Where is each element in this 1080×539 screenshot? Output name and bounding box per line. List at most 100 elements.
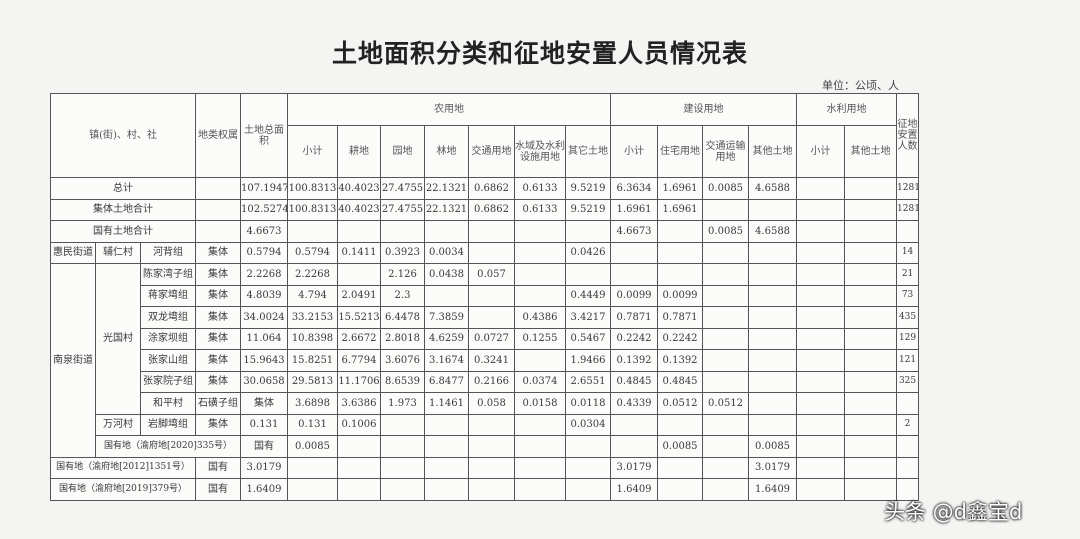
row-label: 国有地（渝府地[2019]379号） <box>50 478 196 501</box>
value-cell <box>796 349 846 372</box>
value-cell <box>468 478 515 501</box>
table-row: 国有土地合计 4.6673 4.6673 0.0085 4.6588 <box>50 220 920 243</box>
value-cell: 3.6076 <box>380 349 425 372</box>
value-cell: 0.0099 <box>657 284 704 307</box>
value-cell: 0.6862 <box>468 177 515 200</box>
value-cell: 0.6133 <box>514 177 566 200</box>
value-cell <box>796 263 846 286</box>
value-cell <box>610 435 659 458</box>
value-cell <box>796 435 846 458</box>
value-cell <box>702 241 750 264</box>
ownership-cell: 集体 <box>195 284 241 307</box>
value-cell <box>337 478 381 501</box>
value-cell: 2.8018 <box>380 327 425 350</box>
table-row: 涂家坝组 集体 11.064 10.8398 2.6672 2.8018 4.6259 0.0… <box>51 327 920 350</box>
table-row: 南泉街道 光国村 陈家湾子组 集体 2.2268 2.2268 2.126 0.0438 0.0… <box>50 263 920 458</box>
village-cell: 光国村 <box>95 263 141 415</box>
table-row: 国有地（渝府地[2019]379号） 国有 1.6409 1.6409 1.6409 <box>50 478 920 501</box>
value-cell: 0.7871 <box>657 306 704 329</box>
value-cell: 6.8477 <box>424 370 469 393</box>
row-label: 国有土地合计 <box>50 220 196 243</box>
value-cell <box>844 306 898 329</box>
value-cell <box>796 327 846 350</box>
value-cell: 9.5219 <box>564 198 612 221</box>
value-cell: 11.064 <box>240 327 288 350</box>
value-cell: 2.2268 <box>240 263 288 286</box>
value-cell: 33.2153 <box>287 306 338 329</box>
value-cell <box>844 177 898 200</box>
value-cell: 0.5467 <box>564 327 612 350</box>
value-cell: 0.0099 <box>610 284 659 307</box>
value-cell: 121 <box>896 349 920 372</box>
value-cell: 107.1947 <box>240 177 288 200</box>
value-cell: 100.8313 <box>287 177 338 200</box>
subheader-agri-0: 小计 <box>287 125 338 178</box>
subheader-cons-1: 住宅用地 <box>657 125 704 178</box>
row-label: 总计 <box>50 177 196 200</box>
value-cell <box>796 306 846 329</box>
value-cell: 6.4478 <box>380 306 425 329</box>
value-cell: 0.4449 <box>564 284 612 307</box>
value-cell: 1.6409 <box>748 478 798 501</box>
subheader-agri-5: 水域及水利设施用地 <box>514 125 566 178</box>
ownership-cell: 集体 <box>195 327 241 350</box>
value-cell: 0.1392 <box>610 349 659 372</box>
value-cell <box>564 220 612 243</box>
value-cell: 2.3 <box>380 284 425 307</box>
value-cell: 73 <box>896 284 920 307</box>
group-cell: 双龙塆组 <box>140 306 196 329</box>
value-cell: 0.2166 <box>468 370 515 393</box>
subheader-agri-4: 交通用地 <box>468 125 515 178</box>
value-cell: 0.2242 <box>657 327 704 350</box>
ownership-cell: 集体 <box>195 241 241 264</box>
value-cell: 4.8039 <box>240 284 288 307</box>
village-cell: 万河村 <box>95 413 141 436</box>
value-cell: 1.9466 <box>564 349 612 372</box>
value-cell: 1.6409 <box>240 478 288 501</box>
value-cell: 2.6672 <box>337 327 381 350</box>
value-cell: 0.0158 <box>514 392 566 415</box>
table-row: 蒋家塆组 集体 4.8039 4.794 2.0491 2.3 0.4449 0.0099 0.… <box>51 284 920 307</box>
value-cell: 0.6133 <box>514 198 566 221</box>
value-cell <box>564 435 612 458</box>
value-cell <box>796 220 846 243</box>
watermark: 头条 @d鑫宝d <box>884 500 1023 524</box>
ownership-cell: 集体 <box>195 413 241 436</box>
row-label: 国有地（渝府地[2020]335号） <box>95 435 241 458</box>
value-cell: 22.1321 <box>424 198 469 221</box>
group-cell: 涂家坝组 <box>140 327 196 350</box>
value-cell <box>657 478 704 501</box>
value-cell: 15.9643 <box>240 349 288 372</box>
value-cell: 1.973 <box>380 392 425 415</box>
value-cell <box>468 413 515 436</box>
value-cell <box>844 392 898 415</box>
value-cell <box>844 284 898 307</box>
group-cell: 陈家湾子组 <box>140 263 196 286</box>
value-cell: 0.0118 <box>564 392 612 415</box>
value-cell <box>514 241 566 264</box>
value-cell <box>337 456 381 479</box>
value-cell: 0.1411 <box>337 241 381 264</box>
value-cell <box>514 284 566 307</box>
header-water: 水利用地 <box>796 93 898 126</box>
table-row: 万河村 岩脚塆组 集体 0.131 0.131 0.1006 0.0304 2 <box>51 413 920 436</box>
value-cell <box>748 413 798 436</box>
value-cell <box>702 306 750 329</box>
ownership-cell <box>195 220 241 243</box>
value-cell: 4.6673 <box>610 220 659 243</box>
value-cell: 0.1392 <box>657 349 704 372</box>
ownership-cell <box>195 198 241 221</box>
ownership-cell: 集体 <box>240 392 288 415</box>
value-cell <box>702 456 750 479</box>
value-cell: 2.6551 <box>564 370 612 393</box>
value-cell <box>748 284 798 307</box>
value-cell <box>748 349 798 372</box>
value-cell <box>380 220 425 243</box>
ownership-cell: 集体 <box>195 306 241 329</box>
header-agri: 农用地 <box>286 93 612 126</box>
value-cell <box>468 306 515 329</box>
value-cell <box>796 478 846 501</box>
value-cell <box>514 220 566 243</box>
value-cell: 0.131 <box>287 413 338 436</box>
value-cell <box>337 435 381 458</box>
